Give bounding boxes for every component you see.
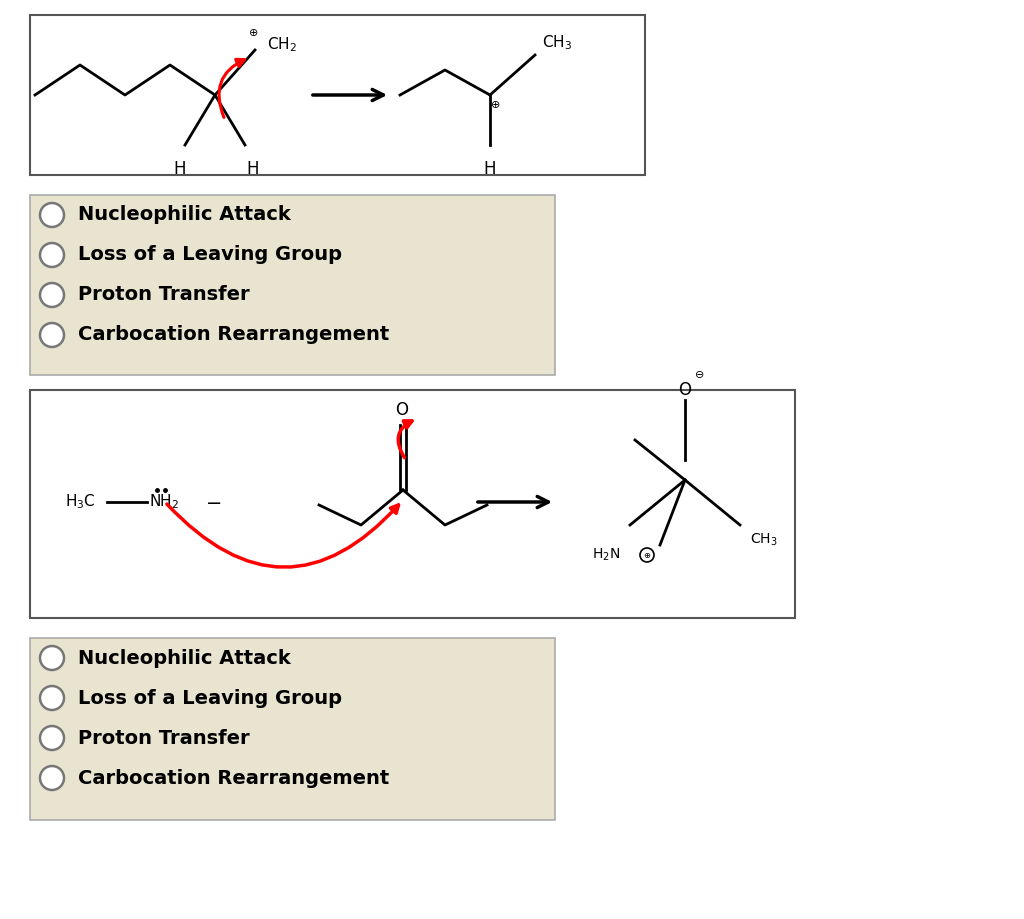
FancyArrowPatch shape [398,421,412,458]
Text: H$_3$C: H$_3$C [65,493,95,511]
Circle shape [40,686,63,710]
Text: Nucleophilic Attack: Nucleophilic Attack [78,206,291,224]
Circle shape [40,323,63,347]
Circle shape [640,548,654,562]
Text: Nucleophilic Attack: Nucleophilic Attack [78,649,291,667]
Text: $\oplus$: $\oplus$ [489,99,500,110]
Circle shape [40,726,63,750]
Text: Carbocation Rearrangement: Carbocation Rearrangement [78,325,389,345]
Text: Loss of a Leaving Group: Loss of a Leaving Group [78,688,342,708]
Bar [30,15,645,175]
Circle shape [40,766,63,790]
Circle shape [40,243,63,267]
FancyArrowPatch shape [167,504,398,567]
Bar [30,638,555,820]
Text: CH$_2$: CH$_2$ [267,36,297,54]
Text: $-$: $-$ [205,493,221,512]
Text: O: O [679,381,691,399]
FancyArrowPatch shape [219,60,245,118]
Text: $\ominus$: $\ominus$ [694,369,705,380]
Bar [30,195,555,375]
Text: NH$_2$: NH$_2$ [150,493,179,511]
Text: Carbocation Rearrangement: Carbocation Rearrangement [78,768,389,788]
Bar [30,390,795,618]
Text: $\oplus$: $\oplus$ [248,28,258,39]
Text: CH$_3$: CH$_3$ [542,34,572,52]
Circle shape [40,646,63,670]
Text: Proton Transfer: Proton Transfer [78,286,250,304]
Circle shape [40,283,63,307]
Text: Proton Transfer: Proton Transfer [78,729,250,747]
Text: H: H [174,160,186,178]
Text: CH$_3$: CH$_3$ [750,532,777,549]
Circle shape [40,203,63,227]
Text: H: H [483,160,497,178]
Text: $\oplus$: $\oplus$ [643,550,651,560]
Text: H$_2$N: H$_2$N [592,547,620,563]
Text: Loss of a Leaving Group: Loss of a Leaving Group [78,245,342,265]
Text: O: O [395,401,409,419]
Text: H: H [247,160,259,178]
